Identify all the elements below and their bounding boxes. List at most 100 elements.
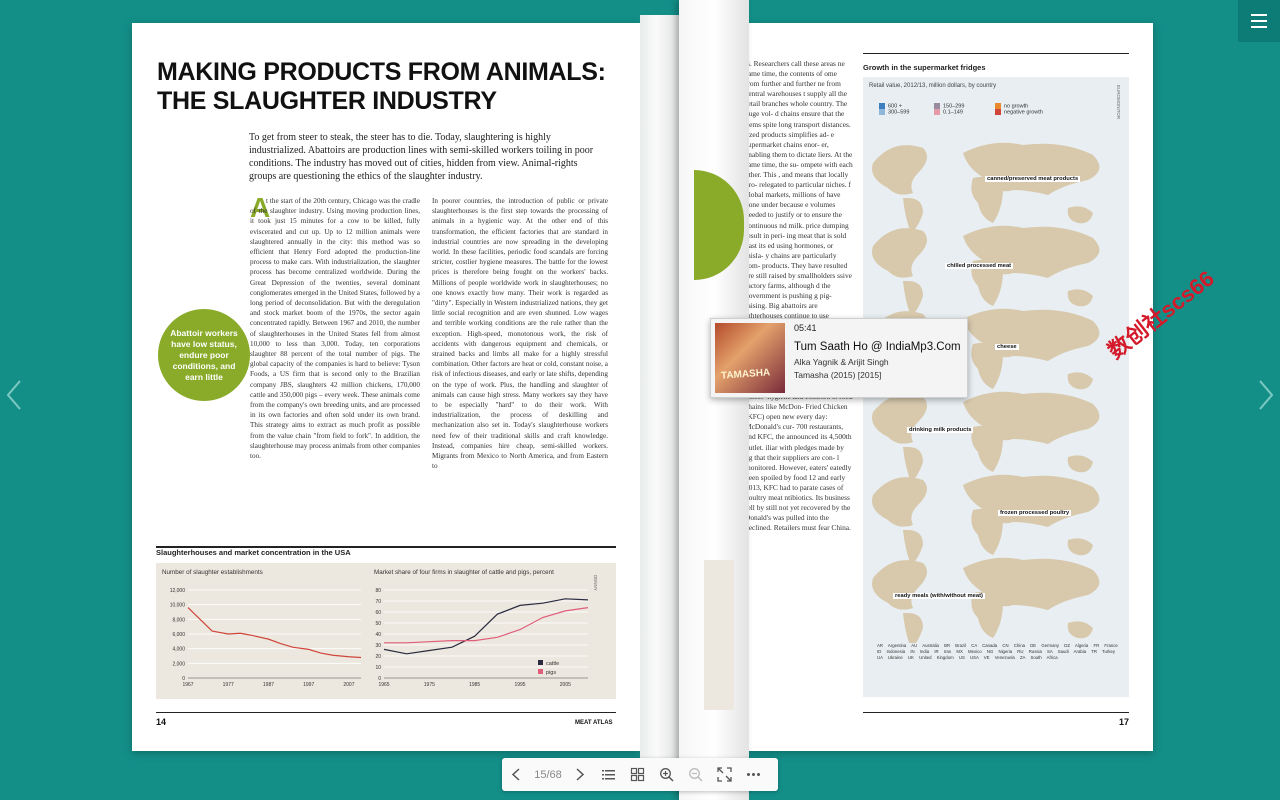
menu-button[interactable] bbox=[1238, 0, 1280, 42]
page-footer: MEAT ATLAS bbox=[575, 720, 613, 726]
page-number-left: 14 bbox=[156, 717, 167, 727]
turning-page[interactable] bbox=[679, 0, 749, 800]
y-tick-label: 0 bbox=[182, 676, 185, 682]
x-tick-label: 1975 bbox=[424, 682, 435, 688]
x-tick-label: 2007 bbox=[343, 682, 354, 688]
legend-label: 0.1–149 bbox=[943, 109, 963, 116]
x-tick-label: 1987 bbox=[263, 682, 274, 688]
series-line-pigs bbox=[384, 607, 589, 644]
list-icon bbox=[602, 770, 615, 780]
legend-label-pigs: pigs bbox=[546, 670, 556, 676]
drop-cap: A bbox=[250, 192, 271, 223]
legend-swatch bbox=[879, 103, 885, 109]
song-album: Tamasha (2015) [2015] bbox=[794, 370, 882, 380]
grid-icon bbox=[630, 767, 645, 782]
next-page-button[interactable] bbox=[565, 758, 594, 791]
legend-label: no growth bbox=[1004, 103, 1029, 110]
map-category-label: cheese bbox=[995, 344, 1019, 350]
y-tick-label: 40 bbox=[375, 632, 381, 638]
y-tick-label: 6,000 bbox=[172, 632, 185, 638]
x-tick-label: 1977 bbox=[223, 682, 234, 688]
zoom-in-button[interactable] bbox=[652, 758, 681, 791]
continent-north-america bbox=[872, 145, 927, 195]
previous-page-arrow[interactable] bbox=[4, 375, 28, 415]
thumbnails-button[interactable] bbox=[623, 758, 652, 791]
legend-item: no growth bbox=[995, 103, 1043, 109]
legend-item: 300–599 bbox=[879, 109, 934, 116]
album-art-text: TAMASHA bbox=[720, 367, 771, 382]
more-icon bbox=[747, 773, 760, 776]
chevron-left-icon bbox=[6, 380, 21, 410]
title-line-2: THE SLAUGHTER INDUSTRY bbox=[157, 87, 497, 115]
y-tick-label: 50 bbox=[375, 621, 381, 627]
playback-time: 05:41 bbox=[794, 323, 817, 333]
zoom-out-button[interactable] bbox=[681, 758, 710, 791]
turning-page-chart bbox=[704, 560, 734, 710]
continent-north-america bbox=[872, 228, 927, 278]
more-options-button[interactable] bbox=[739, 758, 768, 791]
zoom-in-icon bbox=[660, 768, 674, 782]
next-page-arrow[interactable] bbox=[1252, 375, 1276, 415]
map-category-label: ready meals (with/without meat) bbox=[893, 593, 985, 599]
map-category-label: chilled processed meat bbox=[945, 263, 1014, 269]
chart-1-label: Number of slaughter establishments bbox=[162, 569, 263, 576]
continent-australia bbox=[1067, 455, 1093, 473]
fullscreen-button[interactable] bbox=[710, 758, 739, 791]
map-category-label: drinking milk products bbox=[907, 427, 974, 433]
left-page: MAKING PRODUCTS FROM ANIMALS: THE SLAUGH… bbox=[132, 23, 640, 751]
continent-australia bbox=[1067, 206, 1093, 224]
map-category-label: frozen processed poultry bbox=[998, 510, 1072, 516]
y-tick-label: 70 bbox=[375, 599, 381, 605]
legend-swatch-pigs bbox=[538, 669, 543, 674]
y-tick-label: 60 bbox=[375, 610, 381, 616]
continent-australia bbox=[1067, 372, 1093, 390]
continent-south-america bbox=[903, 281, 923, 316]
chart-section-title: Slaughterhouses and market concentration… bbox=[156, 548, 351, 557]
continent-africa bbox=[971, 591, 1003, 638]
continent-africa bbox=[971, 425, 1003, 472]
chevron-right-icon bbox=[576, 768, 585, 781]
reader-toolbar: 15/68 bbox=[502, 758, 778, 791]
y-tick-label: 8,000 bbox=[172, 617, 185, 623]
x-tick-label: 1985 bbox=[469, 682, 480, 688]
page-turn-shadow bbox=[640, 15, 682, 760]
pull-quote-badge: Abattoir workers have low status, endure… bbox=[158, 309, 250, 401]
map-subtitle: Retail value, 2012/13, million dollars, … bbox=[869, 83, 997, 89]
legend-item: 600 + bbox=[879, 103, 934, 109]
continent-south-america bbox=[903, 530, 923, 565]
page-indicator[interactable]: 15/68 bbox=[534, 768, 562, 781]
continent-africa bbox=[971, 176, 1003, 223]
continent-australia bbox=[1067, 289, 1093, 307]
album-art: TAMASHA bbox=[715, 323, 785, 393]
x-tick-label: 2005 bbox=[560, 682, 571, 688]
legend-swatch bbox=[879, 109, 885, 116]
legend-item: 150–299 bbox=[934, 103, 989, 109]
article-column-2: In poorer countries, the introduction of… bbox=[432, 197, 608, 471]
map-category-label: canned/preserved meat products bbox=[985, 176, 1081, 182]
fullscreen-icon bbox=[717, 767, 732, 782]
map-rule bbox=[863, 53, 1129, 54]
x-tick-label: 1995 bbox=[514, 682, 525, 688]
legend-label: 150–299 bbox=[943, 103, 965, 110]
chevron-right-icon bbox=[1259, 380, 1274, 410]
intro-paragraph: To get from steer to steak, the steer ha… bbox=[249, 132, 594, 182]
continent-africa bbox=[971, 508, 1003, 555]
y-tick-label: 12,000 bbox=[170, 588, 186, 594]
continent-south-america bbox=[903, 447, 923, 482]
y-tick-label: 0 bbox=[378, 676, 381, 682]
previous-page-button[interactable] bbox=[502, 758, 531, 791]
right-page-text: ts. Researchers call these areas ne same… bbox=[745, 59, 853, 533]
legend-label: 600 + bbox=[888, 103, 902, 110]
y-tick-label: 2,000 bbox=[172, 661, 185, 667]
table-of-contents-button[interactable] bbox=[594, 758, 623, 791]
title-line-1: MAKING PRODUCTS FROM ANIMALS: bbox=[157, 58, 606, 86]
chart-rule bbox=[156, 546, 616, 548]
now-playing-popup[interactable]: TAMASHA 05:41 Tum Saath Ho @ IndiaMp3.Co… bbox=[710, 318, 968, 398]
y-tick-label: 4,000 bbox=[172, 647, 185, 653]
map-source: EUROMONITOR bbox=[1116, 85, 1121, 120]
y-tick-label: 20 bbox=[375, 654, 381, 660]
legend-label: negative growth bbox=[1004, 109, 1043, 116]
legend-swatch bbox=[995, 109, 1001, 116]
x-tick-label: 1965 bbox=[378, 682, 389, 688]
